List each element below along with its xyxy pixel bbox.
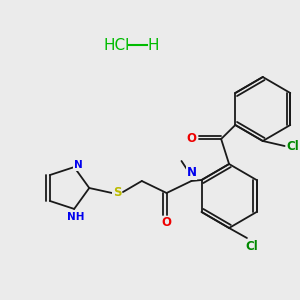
- Text: N: N: [74, 160, 82, 170]
- Text: O: O: [186, 133, 197, 146]
- Text: O: O: [162, 217, 172, 230]
- Text: H: H: [148, 38, 160, 52]
- Text: N: N: [186, 167, 197, 179]
- Text: S: S: [113, 187, 121, 200]
- Text: NH: NH: [68, 212, 85, 222]
- Text: Cl: Cl: [245, 239, 258, 253]
- Text: Cl: Cl: [286, 140, 299, 152]
- Text: HCl: HCl: [104, 38, 130, 52]
